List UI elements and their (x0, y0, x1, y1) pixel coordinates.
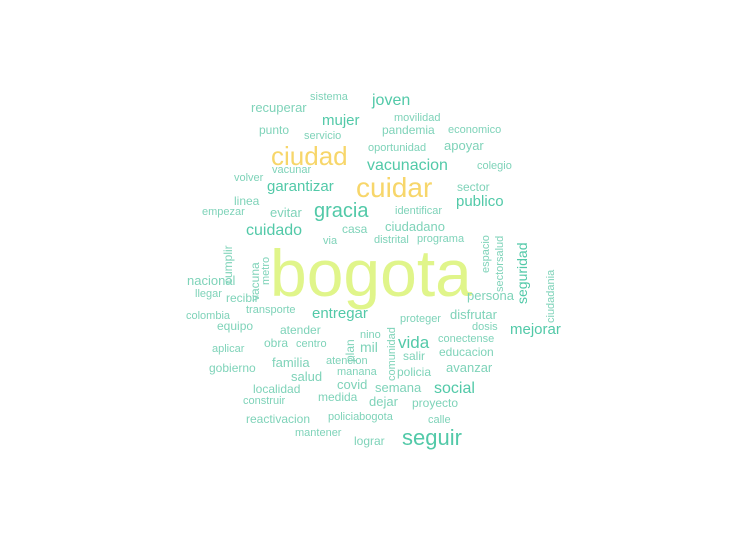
word-centro: centro (296, 338, 327, 350)
word-vacunacion: vacunacion (367, 157, 448, 174)
word-policia: policia (397, 365, 432, 379)
word-ciudadano: ciudadano (385, 219, 445, 234)
word-apoyar: apoyar (444, 138, 484, 153)
word-evitar: evitar (270, 205, 302, 220)
word-construir: construir (243, 395, 286, 407)
word-gracia: gracia (314, 200, 369, 222)
word-recibir: recibir (226, 291, 259, 305)
word-equipo: equipo (217, 319, 254, 333)
word-transporte: transporte (246, 304, 296, 316)
word-social: social (434, 380, 475, 397)
word-atencion: atencion (326, 355, 368, 367)
word-ciudadania: ciudadania (545, 269, 557, 323)
word-espacio: espacio (480, 235, 492, 273)
word-oportunidad: oportunidad (368, 142, 427, 154)
word-disfrutar: disfrutar (450, 307, 497, 322)
word-cumplir: cumplir (221, 245, 235, 284)
word-seguridad: seguridad (514, 242, 530, 305)
word-nacional: nacional (187, 273, 236, 288)
word-educacion: educacion (439, 345, 494, 359)
word-programa: programa (417, 233, 465, 245)
word-seguir: seguir (402, 425, 462, 450)
word-colombia: colombia (186, 310, 231, 322)
word-vacunar: vacunar (272, 164, 312, 176)
word-sistema: sistema (310, 91, 348, 103)
word-persona: persona (467, 288, 514, 303)
word-nino: nino (360, 329, 381, 341)
word-aplicar: aplicar (212, 343, 245, 355)
word-casa: casa (342, 222, 368, 236)
word-avanzar: avanzar (446, 360, 493, 375)
word-publico: publico (456, 193, 504, 210)
word-garantizar: garantizar (267, 178, 334, 195)
word-manana: manana (337, 366, 377, 378)
word-comunidad: comunidad (386, 327, 398, 381)
word-mujer: mujer (322, 112, 360, 129)
word-cuidar: cuidar (356, 172, 433, 203)
word-joven: joven (372, 92, 411, 109)
word-llegar: llegar (195, 288, 222, 300)
word-mil: mil (360, 339, 378, 355)
word-sectorsalud: sectorsalud (494, 235, 506, 292)
word-identificar: identificar (395, 205, 443, 217)
word-bogota: bogota (270, 236, 472, 310)
word-atender: atender (280, 323, 321, 337)
word-mantener: mantener (295, 427, 342, 439)
word-pandemia: pandemia (382, 123, 435, 137)
word-vida: vida (398, 333, 430, 352)
word-localidad: localidad (253, 382, 301, 396)
word-sector: sector (457, 180, 490, 194)
word-proyecto: proyecto (412, 396, 459, 410)
word-empezar: empezar (202, 206, 245, 218)
word-servicio: servicio (304, 130, 342, 142)
word-metro: metro (260, 256, 272, 285)
word-linea: linea (234, 194, 260, 208)
word-covid: covid (337, 377, 368, 392)
word-salud: salud (291, 369, 323, 384)
word-semana: semana (375, 380, 422, 395)
word-colegio: colegio (477, 160, 512, 172)
word-entregar: entregar (312, 305, 368, 322)
word-lograr: lograr (354, 434, 385, 448)
word-mejorar: mejorar (510, 321, 561, 338)
word-recuperar: recuperar (251, 100, 307, 115)
word-conectense: conectense (438, 333, 495, 345)
word-cuidado: cuidado (246, 222, 303, 239)
word-via: via (323, 235, 338, 247)
word-dejar: dejar (369, 394, 398, 409)
word-policiabogota: policiabogota (328, 411, 393, 423)
word-ciudad: ciudad (271, 141, 348, 171)
word-punto: punto (259, 123, 290, 137)
word-proteger: proteger (400, 313, 441, 325)
word-obra: obra (264, 336, 289, 350)
word-distrital: distrital (374, 234, 409, 246)
word-familia: familia (272, 355, 310, 370)
word-dosis: dosis (472, 321, 498, 333)
word-reactivacion: reactivacion (246, 412, 311, 426)
word-calle: calle (428, 414, 451, 426)
word-volver: volver (234, 172, 264, 184)
word-economico: economico (448, 124, 502, 136)
word-medida: medida (318, 390, 358, 404)
word-movilidad: movilidad (394, 112, 441, 124)
word-salir: salir (403, 349, 426, 363)
word-gobierno: gobierno (209, 361, 256, 375)
